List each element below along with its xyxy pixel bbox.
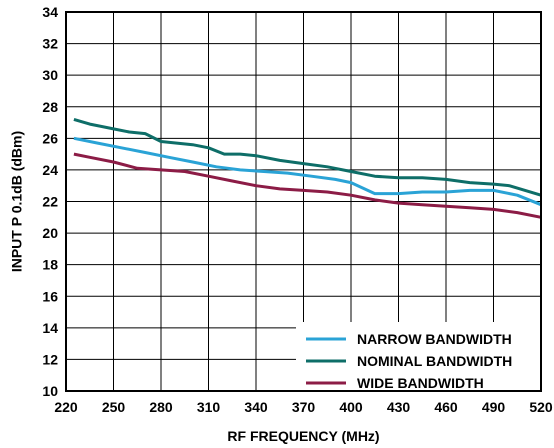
x-tick-label: 280 — [149, 399, 173, 415]
plot-frame — [65, 11, 542, 392]
y-tick-label: 24 — [42, 162, 58, 178]
y-tick-label: 16 — [42, 288, 58, 304]
series-line-1 — [73, 117, 542, 197]
x-tick-label: 310 — [197, 399, 221, 415]
legend: NARROW BANDWIDTH NOMINAL BANDWIDTH WIDE BA… — [306, 331, 512, 391]
x-tick-label: 250 — [102, 399, 126, 415]
y-tick-label: 22 — [42, 194, 58, 210]
series-line-2 — [73, 152, 542, 219]
legend-label-1: NOMINAL BANDWIDTH — [357, 353, 512, 369]
x-tick-label: 400 — [339, 399, 363, 415]
series-line-0 — [73, 136, 542, 207]
legend-label-2: WIDE BANDWIDTH — [357, 375, 484, 391]
x-tick-label: 430 — [387, 399, 411, 415]
legend-label-0: NARROW BANDWIDTH — [357, 331, 512, 347]
y-tick-label: 18 — [42, 257, 58, 273]
y-tick-label: 14 — [42, 320, 58, 336]
y-tick-label: 26 — [42, 130, 58, 146]
x-tick-label: 220 — [54, 399, 78, 415]
x-tick-label: 370 — [292, 399, 316, 415]
y-axis-title: INPUT P 0.1dB (dBm) — [9, 131, 25, 272]
y-tick-label: 30 — [42, 67, 58, 83]
y-tick-label: 34 — [42, 4, 58, 20]
tick-labels: 10 12 14 16 18 20 22 24 26 28 30 32 34 220 250 280 310 34… — [42, 4, 552, 415]
y-tick-label: 20 — [42, 225, 58, 241]
y-tick-label: 10 — [42, 383, 58, 399]
y-tick-label: 12 — [42, 351, 58, 367]
x-tick-label: 490 — [482, 399, 506, 415]
y-tick-label: 28 — [42, 99, 58, 115]
x-tick-label: 520 — [529, 399, 553, 415]
series-lines — [73, 117, 542, 219]
y-tick-label: 32 — [42, 36, 58, 52]
legend-background — [296, 322, 540, 390]
x-tick-label: 460 — [434, 399, 458, 415]
x-tick-label: 340 — [244, 399, 268, 415]
x-axis-title: RF FREQUENCY (MHz) — [227, 428, 379, 444]
